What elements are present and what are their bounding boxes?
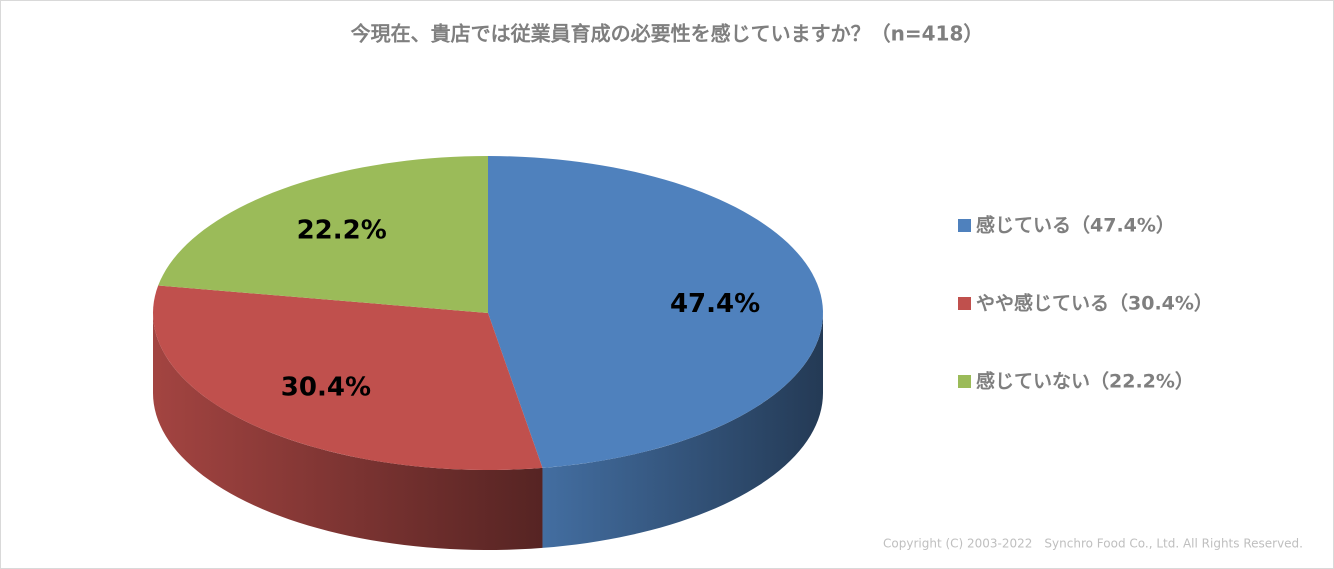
legend-swatch — [958, 219, 971, 232]
legend-label: やや感じている（30.4%） — [976, 292, 1213, 315]
copyright: Copyright (C) 2003-2022 Synchro Food Co.… — [883, 537, 1303, 551]
chart-title: 今現在、貴店では従業員育成の必要性を感じていますか？（n=418） — [351, 22, 984, 46]
data-label: 47.4% — [670, 289, 760, 319]
slice — [153, 285, 543, 470]
slice-side — [542, 313, 823, 548]
slice-side — [153, 313, 543, 550]
data-label: 30.4% — [281, 373, 371, 403]
legend-swatch — [958, 297, 971, 310]
data-label: 22.2% — [297, 216, 387, 246]
legend-swatch — [958, 375, 971, 388]
legend-label: 感じていない（22.2%） — [976, 370, 1194, 393]
slice — [158, 156, 488, 313]
slice — [488, 156, 823, 468]
legend-label: 感じている（47.4%） — [976, 214, 1175, 237]
